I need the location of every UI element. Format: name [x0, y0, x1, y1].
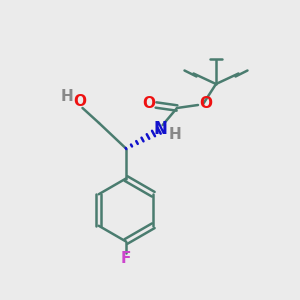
Text: H: H — [168, 127, 181, 142]
Text: H: H — [61, 89, 73, 104]
Text: O: O — [74, 94, 87, 109]
Text: N: N — [154, 120, 167, 138]
Text: F: F — [121, 251, 131, 266]
Text: O: O — [199, 96, 212, 111]
Text: O: O — [142, 96, 155, 111]
